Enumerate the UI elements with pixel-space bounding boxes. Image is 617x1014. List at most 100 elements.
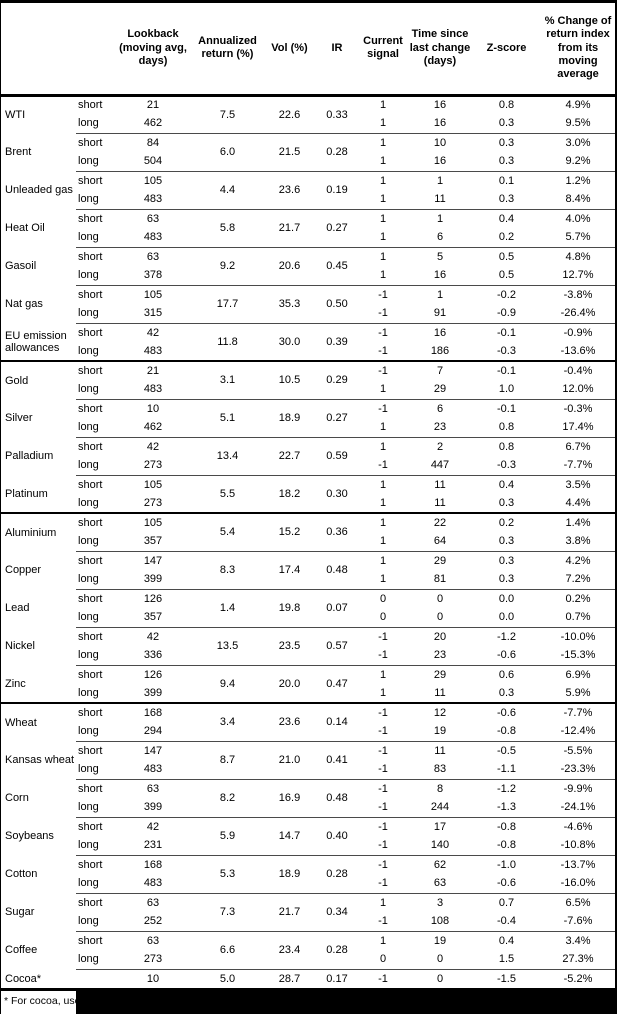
table-row: long 378 1 16 0.5 12.7% — [1, 266, 615, 285]
table-row: long 504 1 16 0.3 9.2% — [1, 152, 615, 171]
leg-label: long — [78, 877, 99, 890]
z-score-value: 0.8 — [472, 436, 541, 456]
lookback-value: 105 — [114, 512, 192, 532]
leg-label: long — [78, 763, 99, 776]
table-row: long 357 0 0 0.0 0.7% — [1, 608, 615, 627]
lookback-value: 231 — [143, 839, 163, 852]
current-signal-value: 1 — [358, 208, 408, 228]
ir-value: 0.50 — [316, 284, 358, 323]
annualized-return-value: 3.4 — [192, 702, 263, 741]
time-since-value: 1 — [408, 284, 472, 304]
current-signal-value: -1 — [358, 778, 408, 798]
time-since-value: 23 — [433, 421, 447, 434]
pct-change-value: -24.1% — [560, 801, 596, 814]
time-since-value: 16 — [408, 322, 472, 342]
leg-label: long — [78, 801, 99, 814]
commodity-name: Cotton — [5, 868, 38, 880]
table-row: Nat gas short 105 17.7 35.3 0.50 -1 1 -0.2 -3.8% — [1, 284, 615, 323]
pct-change-value: -5.2% — [541, 968, 615, 988]
leg-label: short — [76, 436, 114, 456]
z-score-value: -0.1 — [472, 398, 541, 418]
vol-value: 22.7 — [263, 436, 316, 475]
pct-change-value: -7.7% — [541, 702, 615, 722]
commodity-name: Nat gas — [5, 298, 43, 310]
z-score-value: -0.3 — [497, 459, 516, 472]
vol-value: 20.0 — [263, 664, 316, 703]
ir-value: 0.36 — [316, 512, 358, 551]
lookback-value: 63 — [114, 892, 192, 912]
commodity-name: Coffee — [5, 944, 38, 956]
vol-value: 16.9 — [263, 778, 316, 817]
col-header-lookback: Lookback (moving avg, days) — [114, 3, 192, 97]
z-score-value: 0.4 — [472, 930, 541, 950]
leg-label: short — [76, 132, 114, 152]
table-row: long 231 -1 140 -0.8 -10.8% — [1, 836, 615, 855]
commodity-name: Lead — [5, 602, 30, 614]
table-row: long 462 1 23 0.8 17.4% — [1, 418, 615, 437]
current-signal-value: 1 — [358, 246, 408, 266]
ir-value: 0.27 — [316, 398, 358, 437]
annualized-return-value: 7.5 — [219, 108, 236, 121]
z-score-value: 0.3 — [498, 117, 515, 130]
leg-label: short — [76, 892, 114, 912]
table-row: EU emission allowances short 42 11.8 30.0 0.3… — [1, 322, 615, 361]
ir-value: 0.48 — [316, 550, 358, 589]
current-signal-value: -1 — [378, 915, 388, 928]
z-score-value: -0.8 — [472, 816, 541, 836]
vol-value: 30.0 — [263, 322, 316, 361]
lookback-value: 483 — [143, 877, 163, 890]
time-since-value: 7 — [408, 360, 472, 380]
z-score-value: -0.6 — [497, 877, 516, 890]
leg-label: short — [76, 550, 114, 570]
lookback-value: 63 — [114, 208, 192, 228]
z-score-value: -0.5 — [472, 740, 541, 760]
current-signal-value: 1 — [379, 383, 387, 396]
leg-label: long — [78, 953, 99, 966]
time-since-value: 1 — [408, 170, 472, 190]
current-signal-value: 1 — [358, 892, 408, 912]
current-signal-value: 1 — [358, 132, 408, 152]
leg-label — [76, 968, 114, 988]
z-score-value: 0.2 — [498, 231, 515, 244]
lookback-value: 10 — [114, 398, 192, 418]
leg-label: short — [76, 474, 114, 494]
vol-value: 15.2 — [263, 512, 316, 551]
leg-label: long — [78, 345, 99, 357]
pct-change-value: 4.4% — [565, 497, 591, 509]
leg-label: long — [78, 421, 99, 434]
redaction-bar — [76, 991, 615, 1014]
time-since-value: 19 — [408, 930, 472, 950]
time-since-value: 0 — [436, 611, 444, 624]
current-signal-value: 1 — [379, 99, 387, 112]
leg-label: long — [78, 497, 99, 509]
annualized-return-value: 5.1 — [192, 398, 263, 437]
z-score-value: -1.0 — [472, 854, 541, 874]
z-score-value: 0.4 — [472, 208, 541, 228]
z-score-value: -0.6 — [472, 702, 541, 722]
time-since-value: 63 — [433, 877, 447, 890]
pct-change-value: -10.8% — [560, 839, 596, 852]
current-signal-value: -1 — [378, 763, 388, 776]
current-signal-value: -1 — [378, 725, 388, 738]
leg-label: short — [76, 588, 114, 608]
leg-label: short — [76, 930, 114, 950]
lookback-value: 273 — [143, 459, 163, 472]
leg-label: long — [78, 535, 99, 548]
table-row: Copper short 147 8.3 17.4 0.48 1 29 0.3 4.2% — [1, 550, 615, 589]
ir-value: 0.39 — [316, 322, 358, 361]
pct-change-value: 0.7% — [565, 611, 591, 624]
lookback-value: 42 — [114, 816, 192, 836]
z-score-value: 0.3 — [498, 573, 515, 586]
ir-value: 0.41 — [316, 740, 358, 779]
annualized-return-value: 1.4 — [192, 588, 263, 627]
time-since-value: 108 — [430, 915, 450, 928]
time-since-value: 0 — [436, 953, 444, 966]
lookback-value: 21 — [114, 360, 192, 380]
annualized-return-value: 5.3 — [192, 854, 263, 893]
time-since-value: 16 — [433, 155, 447, 168]
commodity-name: Copper — [5, 564, 42, 576]
table-row: long 252 -1 108 -0.4 -7.6% — [1, 912, 615, 931]
pct-change-value: 12.0% — [562, 383, 594, 396]
leg-label: short — [76, 778, 114, 798]
